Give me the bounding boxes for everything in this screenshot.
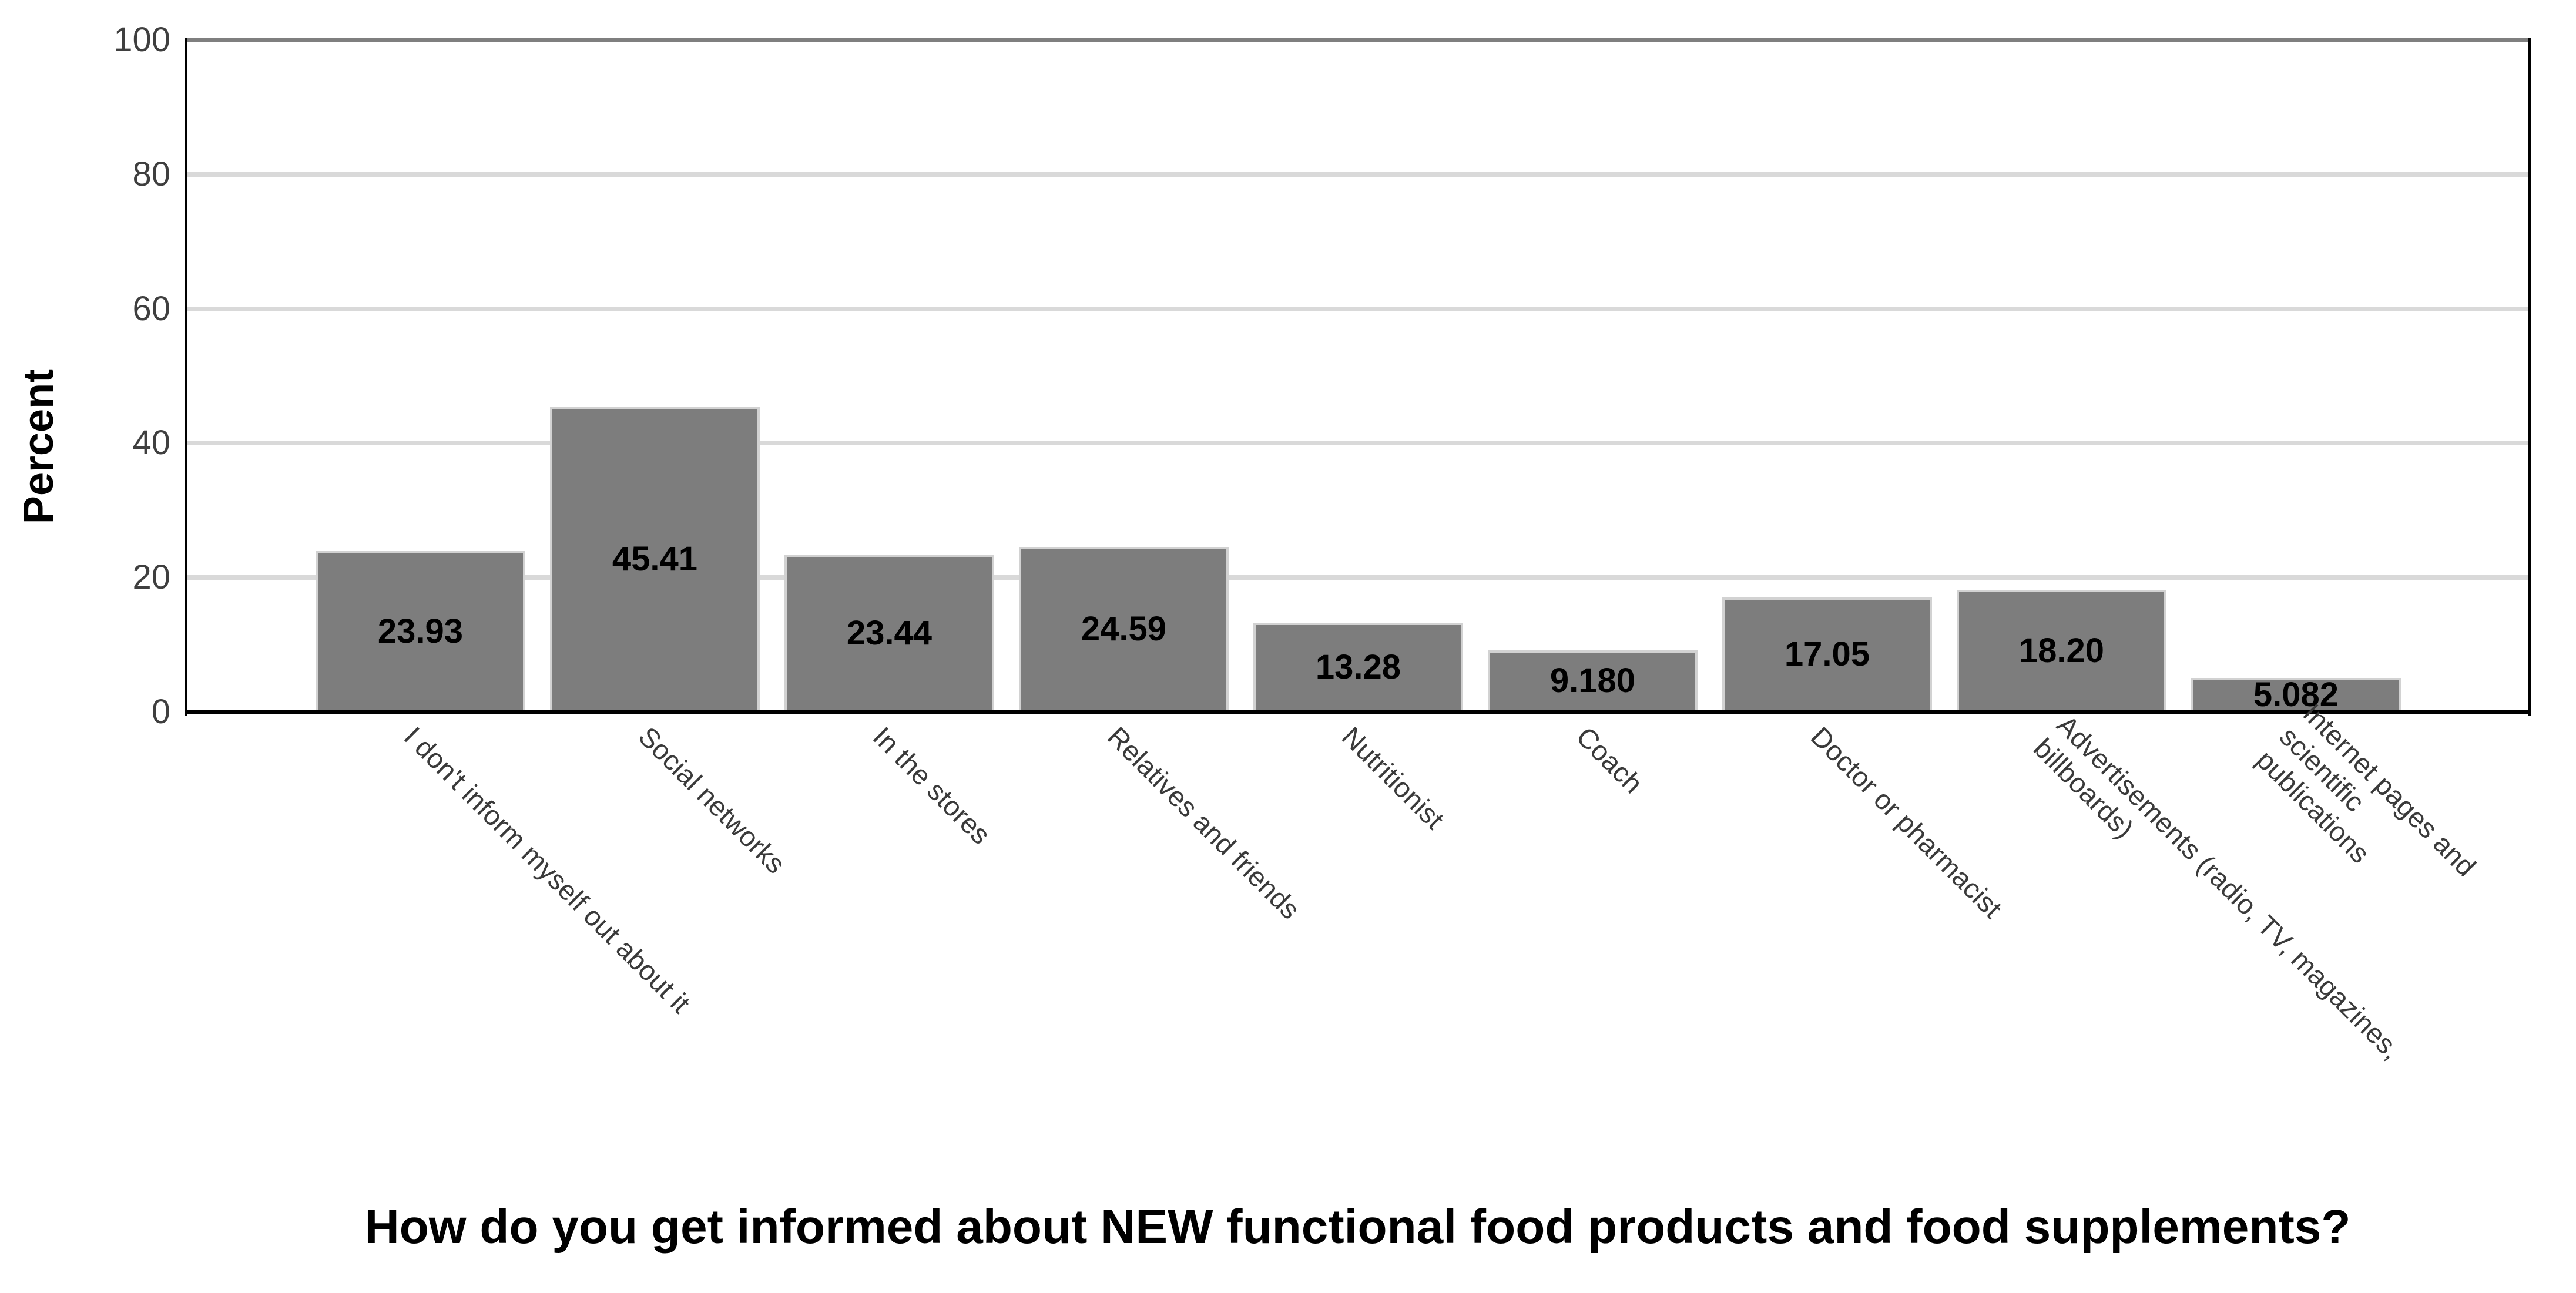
bar-value-label: 23.44	[846, 613, 933, 652]
bar-value-label: 24.59	[1081, 610, 1167, 649]
plot-frame-bottom	[185, 710, 2531, 714]
bar-value-label: 9.180	[1549, 661, 1636, 700]
bar	[1253, 623, 1463, 712]
bar-value-label: 5.082	[2253, 675, 2339, 714]
bar-value-label: 17.05	[1784, 635, 1870, 674]
x-category-label-text: In the stores	[867, 720, 997, 851]
y-tick-label: 0	[151, 693, 170, 731]
x-category-label-text: Doctor or pharmacist	[1804, 720, 2008, 924]
y-tick-label: 100	[113, 21, 170, 59]
x-category-label-text: Internet pages and scientific publicatio…	[2250, 697, 2482, 882]
y-tick-label: 60	[132, 289, 170, 328]
plot-frame-right	[2528, 38, 2531, 716]
y-tick-label: 80	[132, 155, 170, 193]
bar-value-label: 45.41	[612, 540, 698, 579]
gridline	[186, 575, 2529, 580]
bar-value-label: 23.93	[377, 612, 464, 651]
bar	[316, 551, 525, 712]
bar-value-label: 13.28	[1315, 648, 1401, 687]
plot-frame-top	[185, 38, 2531, 42]
x-category-label-text: I don't inform myself out about it	[398, 720, 696, 1019]
bar	[784, 554, 994, 712]
x-category-label-text: Social networks	[632, 720, 791, 879]
y-tick-label: 20	[132, 558, 170, 597]
x-axis-title: How do you get informed about NEW functi…	[364, 1200, 2351, 1254]
x-category-label-text: Coach	[1570, 720, 1649, 800]
x-category-label-text: Nutritionist	[1336, 720, 1450, 835]
bar	[2191, 677, 2401, 712]
bar	[1722, 597, 1932, 712]
y-tick-label: 40	[132, 424, 170, 462]
plot-frame-left	[185, 38, 187, 716]
bar	[1019, 546, 1229, 712]
bar	[550, 407, 760, 712]
bar	[1488, 650, 1698, 712]
gridline	[186, 172, 2529, 177]
bar	[1957, 589, 2166, 712]
bar-value-label: 18.20	[2018, 631, 2105, 670]
gridline	[186, 306, 2529, 311]
x-category-label-text: Relatives and friends	[1101, 720, 1306, 925]
gridline	[186, 441, 2529, 446]
